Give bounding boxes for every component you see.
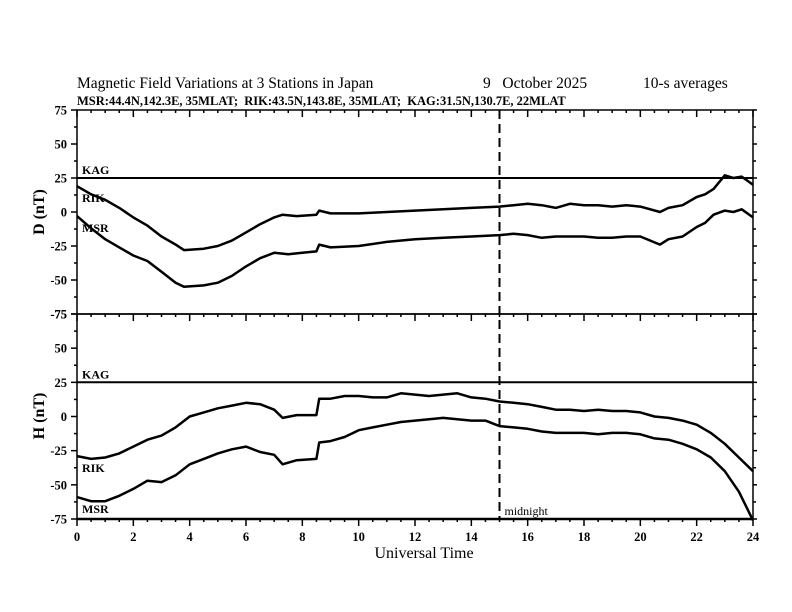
- station-label-kag: KAG: [82, 163, 109, 177]
- x-tick-label: 0: [74, 530, 80, 544]
- x-tick-label: 12: [409, 530, 422, 544]
- x-tick-label: 14: [465, 530, 478, 544]
- y-tick-label: 50: [55, 342, 68, 356]
- station-label-rik: RIK: [82, 461, 105, 475]
- ylabel-d: D (nT): [31, 189, 48, 235]
- chart-title: Magnetic Field Variations at 3 Stations …: [77, 75, 374, 92]
- y-tick-label: -75: [50, 513, 67, 527]
- panel-d: 75 50 25 0 -25 -50 -75 KAG RIK MSR D (nT): [31, 104, 757, 322]
- y-tick-label: 25: [55, 172, 68, 186]
- x-axis: 0 2 4 6 8 10 12 14 16 18 20 22 24: [74, 517, 760, 544]
- series-line-msr: [76, 416, 755, 521]
- y-tick-label: 50: [55, 138, 68, 152]
- chart-date: 9 October 2025: [483, 75, 587, 92]
- station-label-msr: MSR: [82, 221, 109, 235]
- y-tick-label: 0: [61, 410, 67, 424]
- series-line-rik: [76, 174, 754, 252]
- x-tick-label: 2: [130, 530, 136, 544]
- station-label-rik: RIK: [82, 191, 105, 205]
- station-label-msr: MSR: [82, 502, 109, 516]
- y-tick-label: 75: [55, 104, 68, 118]
- x-tick-label: 24: [747, 530, 760, 544]
- x-tick-label: 8: [299, 530, 305, 544]
- y-tick-label: -75: [50, 308, 67, 322]
- chart-averaging: 10-s averages: [643, 75, 728, 92]
- y-tick-label: -50: [50, 274, 67, 288]
- y-tick-label: -25: [50, 240, 67, 254]
- x-tick-label: 18: [578, 530, 591, 544]
- x-axis-label: Universal Time: [374, 545, 473, 562]
- x-tick-label: 22: [690, 530, 703, 544]
- y-tick-label: -75: [50, 308, 67, 322]
- station-label-kag: KAG: [82, 367, 109, 381]
- series-line-msr: [76, 208, 754, 289]
- series-line-rik: [76, 392, 754, 473]
- y-tick-label: -50: [50, 478, 67, 492]
- x-tick-label: 10: [352, 530, 365, 544]
- x-tick-label: 4: [187, 530, 194, 544]
- y-tick-label: 25: [55, 376, 68, 390]
- y-tick-label: 0: [61, 206, 67, 220]
- y-tick-label: -25: [50, 444, 67, 458]
- x-tick-label: 20: [634, 530, 647, 544]
- panel-h: -75 50 25 0 -25 -50 -75 KAG RIK MSR H (nT): [31, 308, 757, 527]
- ylabel-h: H (nT): [31, 393, 48, 440]
- chart-subtitle: MSR:44.4N,142.3E, 35MLAT; RIK:43.5N,143.…: [77, 94, 566, 108]
- midnight-label: midnight: [505, 504, 549, 518]
- x-tick-label: 6: [243, 530, 249, 544]
- x-tick-label: 16: [521, 530, 534, 544]
